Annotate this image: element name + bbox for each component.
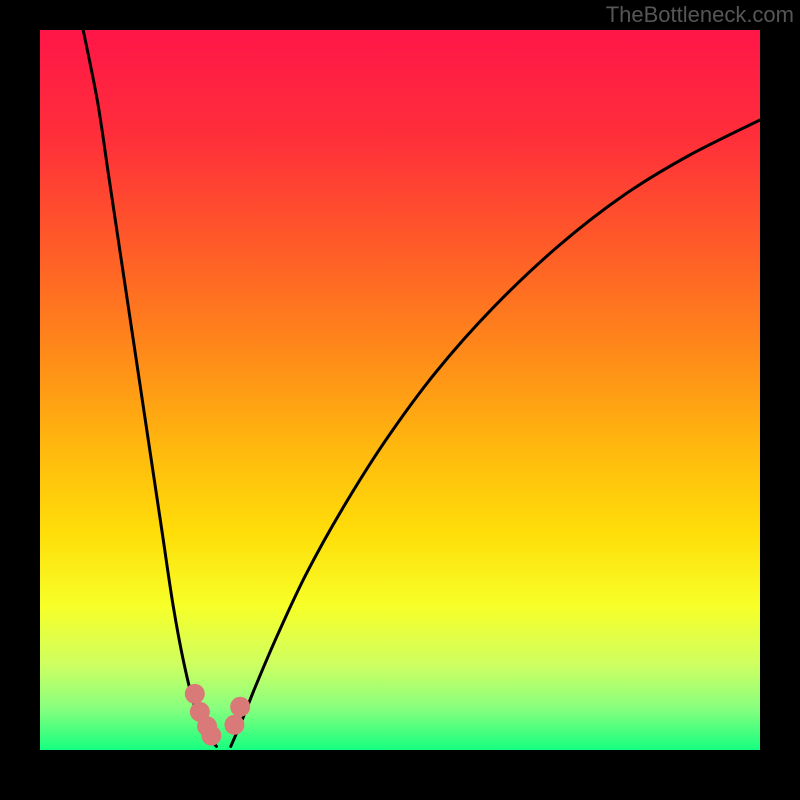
marker-right_cluster-1 [230, 697, 250, 717]
marker-left_cluster-3 [201, 726, 221, 746]
watermark-text: TheBottleneck.com [606, 0, 800, 28]
plot-area [40, 30, 760, 750]
plot-svg [40, 30, 760, 750]
gradient-background [40, 30, 760, 750]
marker-right_cluster-0 [224, 715, 244, 735]
marker-left_cluster-0 [185, 684, 205, 704]
figure-frame: TheBottleneck.com [0, 0, 800, 800]
